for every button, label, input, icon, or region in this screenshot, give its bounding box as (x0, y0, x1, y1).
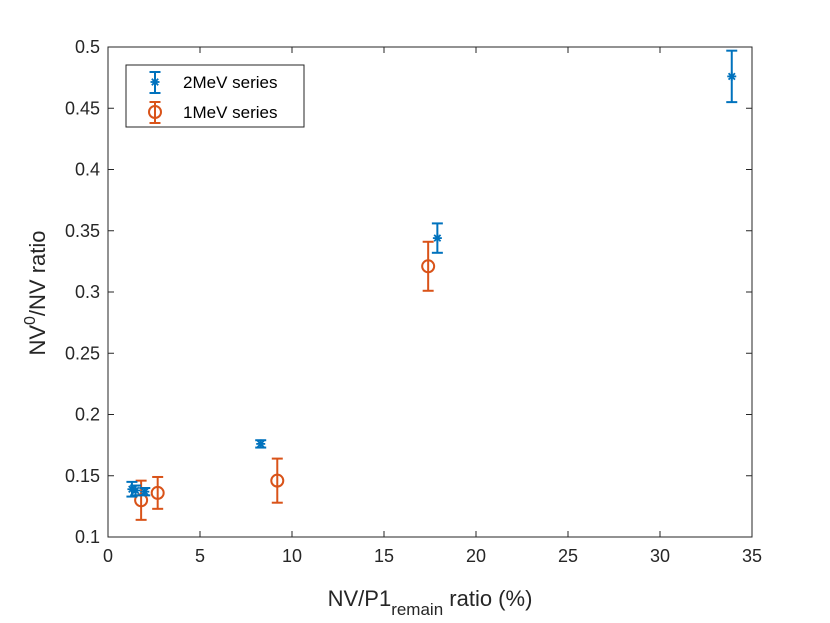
series-1mev (134, 240, 436, 521)
y-tick-label: 0.3 (75, 282, 100, 302)
data-point-2mev (131, 485, 141, 495)
y-tick-label: 0.45 (65, 98, 100, 118)
marker-stroke (433, 234, 442, 242)
x-tick-label: 35 (742, 546, 762, 566)
marker-stroke (128, 485, 136, 494)
x-tick-label: 15 (374, 546, 394, 566)
data-point-1mev (270, 473, 285, 488)
marker-stroke (151, 78, 159, 86)
y-tick-label: 0.2 (75, 405, 100, 425)
data-point-2mev (140, 487, 150, 497)
x-tick-label: 10 (282, 546, 302, 566)
plot-area (108, 47, 752, 537)
legend-marker-2mev (150, 77, 160, 87)
data-point-1mev (421, 259, 436, 274)
plot-frame (107, 46, 753, 538)
legend: 2MeV series 1MeV series (125, 64, 305, 128)
y-axis-title: NV0/NV ratio (22, 230, 50, 355)
y-axis-title-main: NV (25, 325, 50, 356)
data-point-2mev (256, 439, 266, 449)
marker-stroke (131, 486, 140, 495)
y-tick-label: 0.15 (65, 466, 100, 486)
x-axis-title-main: NV/P1 (328, 586, 392, 611)
x-tick-label: 5 (195, 546, 205, 566)
error-bar-1mev (271, 457, 283, 504)
y-tick-label: 0.25 (65, 343, 100, 363)
axis-ticks: 0 5 10 15 20 25 30 35 0.1 0.15 0.2 0.25 0.3 0.35 0.4 0.… (65, 37, 762, 566)
x-tick-label: 30 (650, 546, 670, 566)
series-2mev (126, 49, 738, 498)
data-point-2mev (727, 71, 737, 81)
data-point-2mev (432, 233, 442, 243)
legend-label-2mev: 2MeV series (183, 73, 277, 92)
y-tick-label: 0.1 (75, 527, 100, 547)
y-tick-label: 0.5 (75, 37, 100, 57)
y-tick-label: 0.35 (65, 221, 100, 241)
y-axis-title-suffix: /NV ratio (25, 230, 50, 316)
y-axis-title-superscript: 0 (22, 316, 39, 325)
legend-item-2mev (149, 71, 161, 94)
marker-stroke (140, 487, 149, 496)
legend-marker-1mev (148, 105, 162, 119)
legend-item-1mev (148, 101, 162, 124)
marker-stroke (256, 440, 265, 448)
data-layer (126, 49, 738, 521)
y-tick-label: 0.4 (75, 160, 100, 180)
data-point-1mev (150, 485, 165, 500)
x-tick-label: 20 (466, 546, 486, 566)
x-axis-title-subscript: remain (391, 600, 443, 619)
marker-stroke (727, 72, 736, 81)
error-bar-1mev (152, 475, 164, 510)
x-axis-title-suffix: ratio (%) (443, 586, 532, 611)
x-tick-label: 25 (558, 546, 578, 566)
x-axis-title: NV/P1remain ratio (%) (328, 586, 533, 619)
legend-label-1mev: 1MeV series (183, 103, 277, 122)
error-bar-1mev (422, 240, 434, 292)
x-tick-label: 0 (103, 546, 113, 566)
